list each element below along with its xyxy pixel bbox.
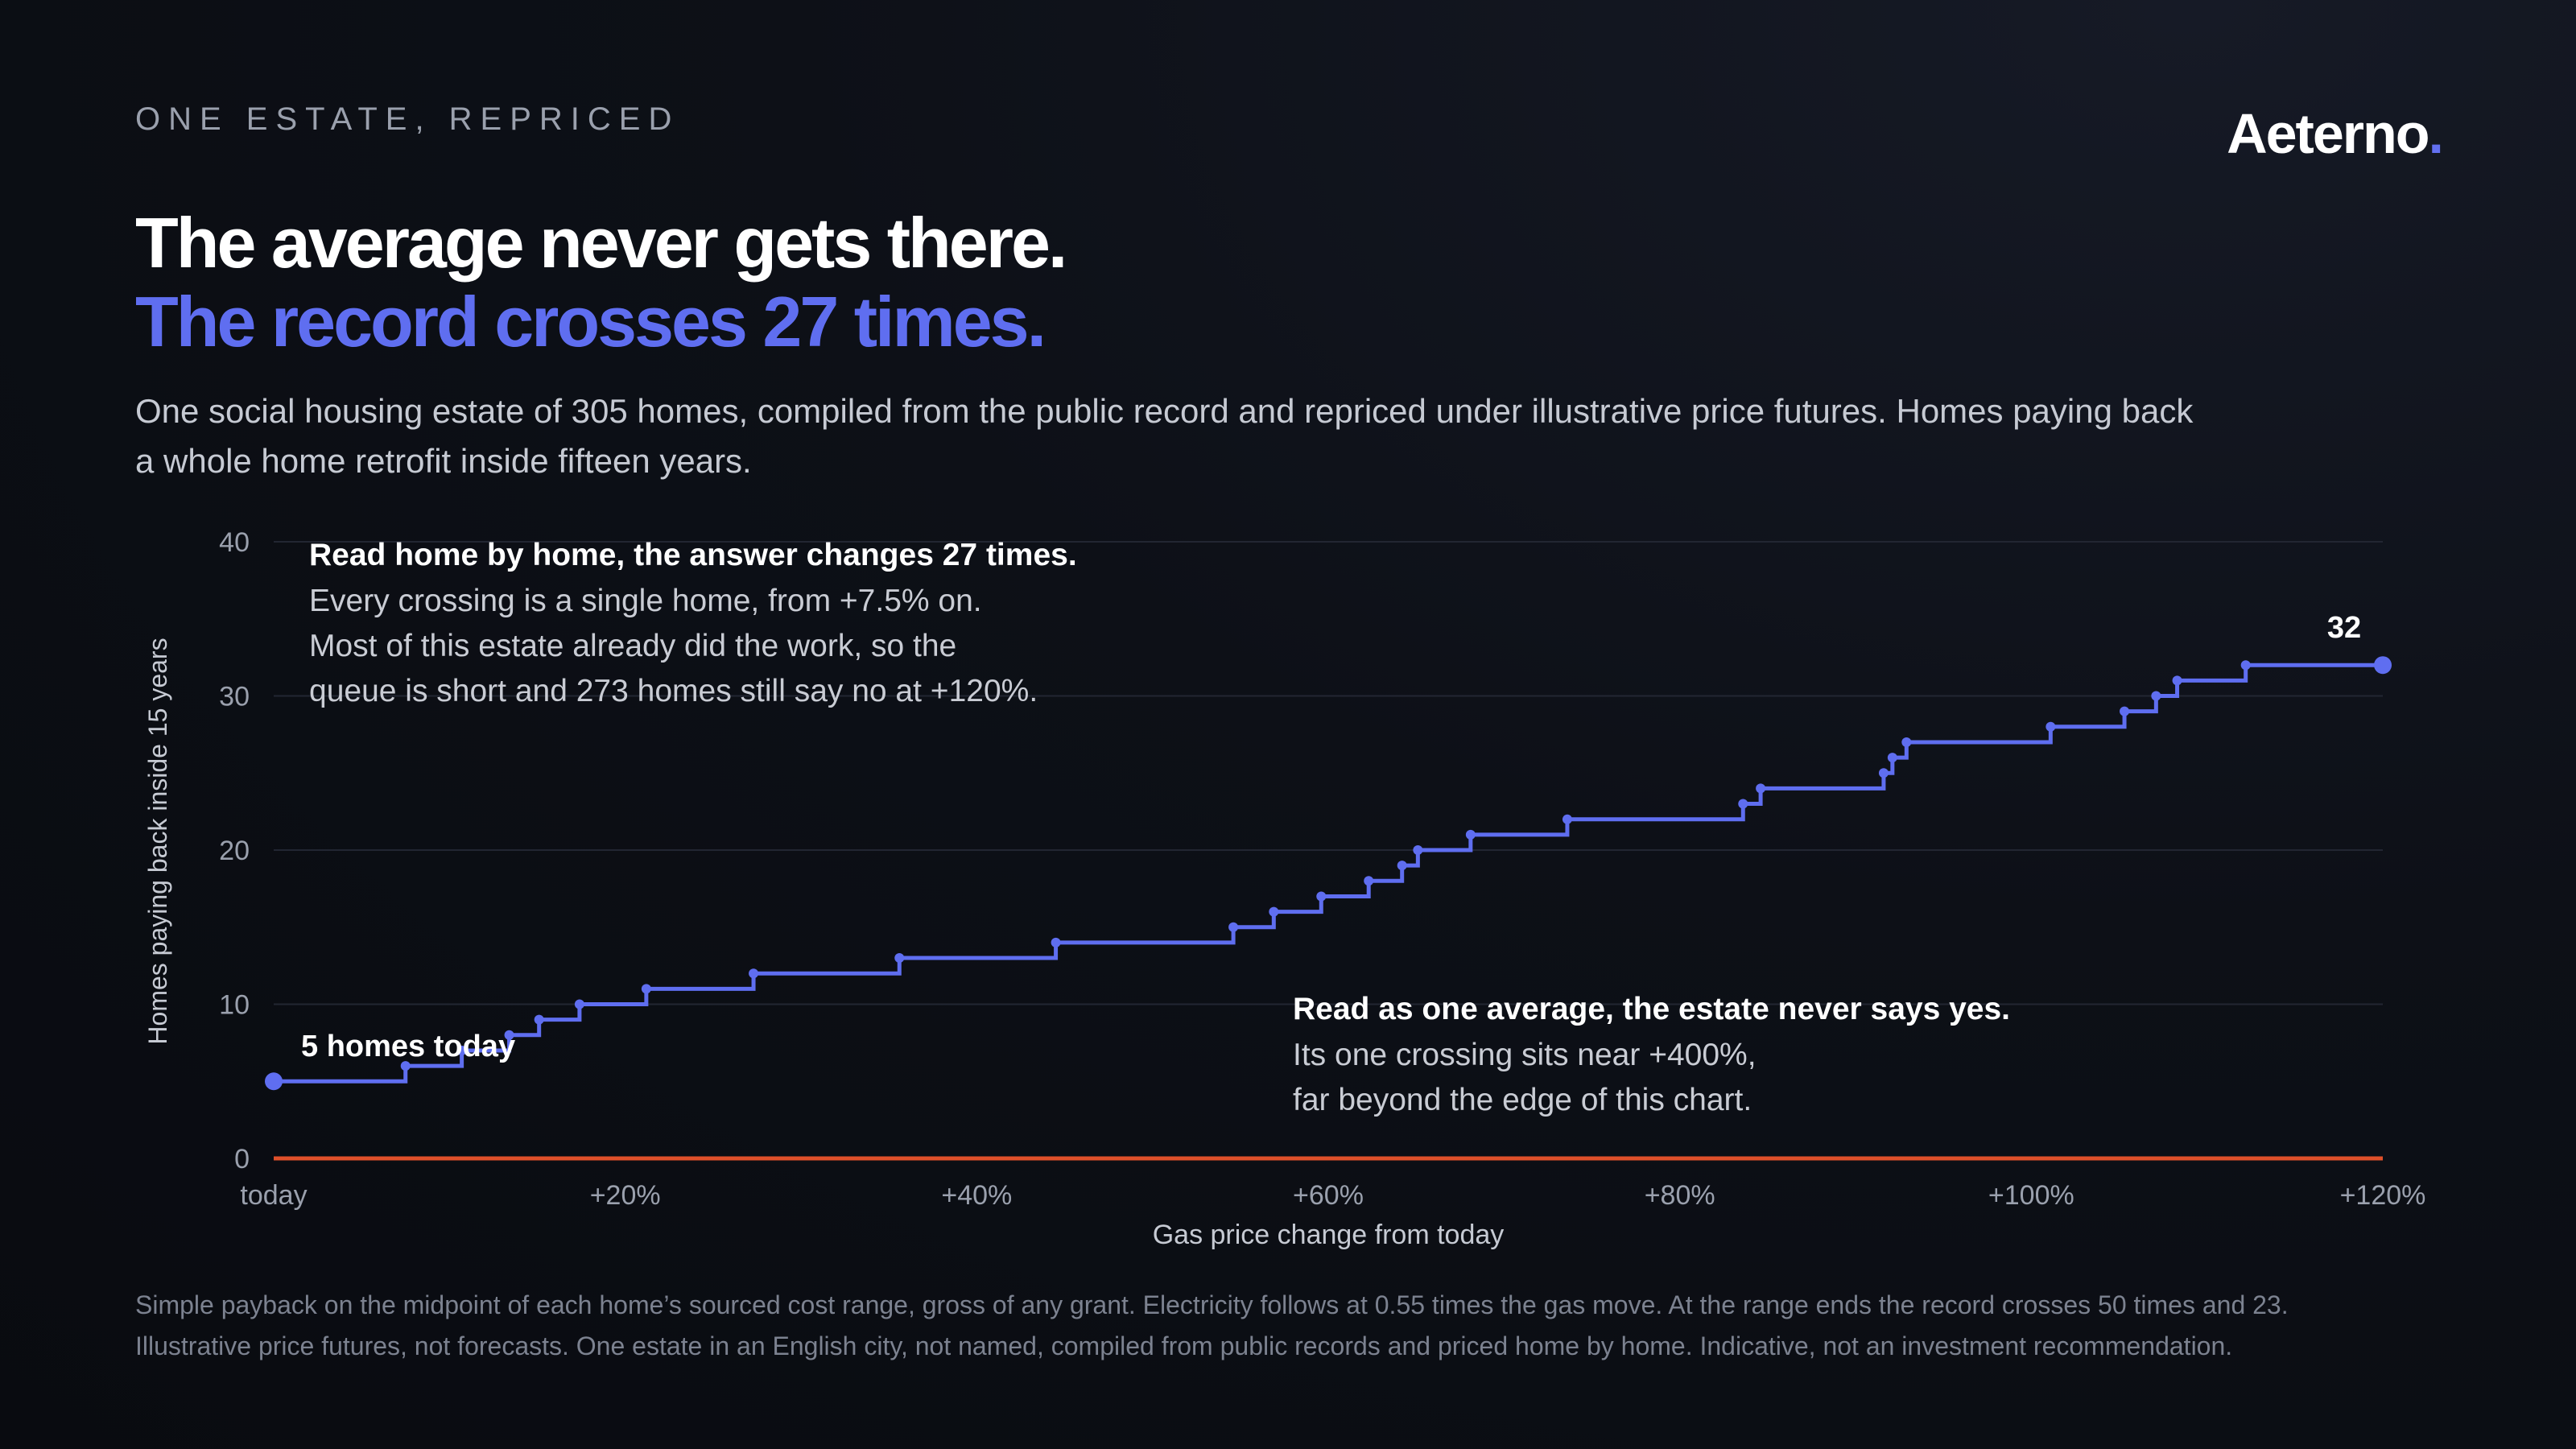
annotation-top: Read home by home, the answer changes 27… [309,538,1077,708]
endpoint-marker [2374,656,2392,675]
start-label: 5 homes today [301,1030,515,1063]
footnote-line-1: Simple payback on the midpoint of each h… [135,1290,2289,1319]
crossing-marker [1756,783,1766,794]
crossing-marker [1316,891,1327,902]
y-tick-label: 10 [219,990,250,1021]
brand-logo: Aeterno. [2227,101,2445,166]
y-axis-label: Homes paying back inside 15 years [143,638,172,1044]
x-tick-label: today [240,1180,307,1211]
axis-ticks: 0 10 20 30 40 today +20% +40% +60% +80% +100% +120% [219,527,2425,1211]
y-tick-label: 30 [219,682,250,712]
crossing-marker [2172,675,2182,686]
crossing-marker [400,1061,411,1071]
y-tick-label: 20 [219,836,250,866]
logo-wordmark: Aeterno [2227,102,2429,165]
subtitle: One social housing estate of 305 homes, … [135,392,2194,480]
step-markers [265,656,2392,1091]
x-axis-label: Gas price change from today [1153,1220,1505,1250]
crossing-marker [1228,922,1239,932]
headline-line-1: The average never gets there. [135,203,1067,283]
annotation-top-title: Read home by home, the answer changes 27… [309,538,1077,572]
crossing-marker [1562,814,1572,824]
crossing-marker [534,1014,544,1025]
annotation-bottom-title: Read as one average, the estate never sa… [1293,992,2010,1026]
x-tick-label: +100% [1988,1180,2074,1211]
crossing-marker [1878,768,1889,778]
eyebrow-label: ONE ESTATE, REPRICED [135,101,680,137]
x-tick-label: +80% [1645,1180,1715,1211]
gridlines [274,541,2383,1005]
footnote-line-2: Illustrative price futures, not forecast… [135,1331,2233,1360]
annotation-bottom-line: far beyond the edge of this chart. [1293,1083,1752,1117]
crossing-marker [1887,753,1897,763]
annotation-top-line: Most of this estate already did the work… [309,629,956,663]
crossing-marker [1364,876,1374,886]
crossing-marker [1051,937,1061,947]
endpoint-marker [265,1072,283,1091]
crossing-marker [2240,660,2251,671]
x-tick-label: +20% [590,1180,661,1211]
crossing-marker [1413,845,1423,855]
crossing-marker [2046,721,2056,732]
crossing-marker [641,984,651,994]
crossing-marker [1465,829,1476,840]
logo-dot: . [2428,102,2445,165]
crossing-marker [574,999,584,1009]
x-tick-label: +120% [2340,1180,2426,1211]
end-label: 32 [2327,611,2361,645]
x-tick-label: +60% [1293,1180,1364,1211]
crossing-marker [1397,861,1407,871]
annotation-bottom-line: Its one crossing sits near +400%, [1293,1038,1757,1072]
y-tick-label: 40 [219,527,250,558]
y-tick-label: 0 [234,1144,250,1174]
crossing-marker [1738,799,1748,809]
x-tick-label: +40% [941,1180,1012,1211]
crossing-marker [1901,737,1912,747]
headline-line-2: The record crosses 27 times. [135,282,1046,361]
crossing-marker [1269,906,1279,917]
crossing-marker [2120,706,2130,716]
annotation-top-line: queue is short and 273 homes still say n… [309,674,1038,708]
footnote: Simple payback on the midpoint of each h… [135,1285,2470,1367]
annotation-bottom: Read as one average, the estate never sa… [1293,992,2010,1117]
crossing-marker [2151,691,2161,701]
crossing-marker [456,1045,467,1055]
crossing-marker [749,968,759,979]
crossing-marker [504,1030,514,1040]
crossing-marker [894,953,905,964]
annotation-top-line: Every crossing is a single home, from +7… [309,584,982,618]
